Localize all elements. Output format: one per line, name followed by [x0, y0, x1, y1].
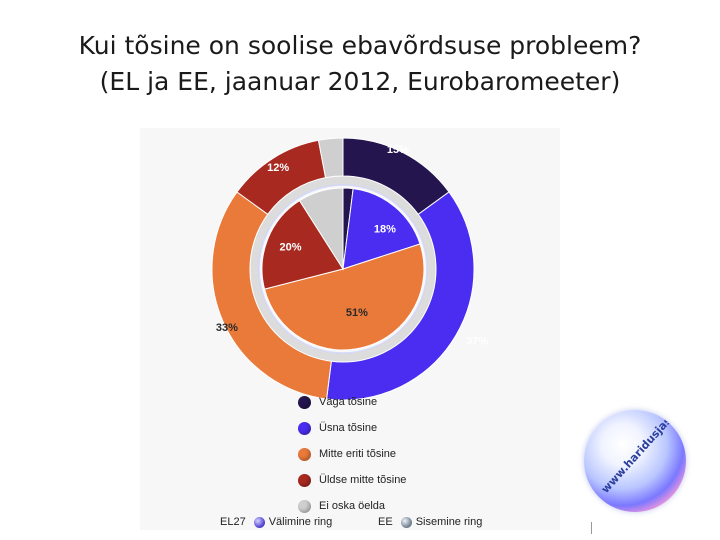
outer-ring-slice — [326, 191, 475, 401]
inner-ring-edge — [258, 184, 428, 354]
inner-ring-key-tag: EE — [378, 516, 393, 528]
outer-ring-ball-icon — [253, 516, 265, 528]
legend-item: Üsna tõsine — [298, 420, 377, 436]
data-label: 51% — [346, 307, 368, 319]
data-label: 15% — [387, 144, 409, 156]
outer-ring-key-tag: EL27 — [220, 516, 246, 528]
legend-item: Üldse mitte tõsine — [298, 472, 406, 488]
logo-text: www.haridusjasport.ee — [598, 410, 686, 496]
legend-label: Ei oska öelda — [319, 500, 386, 512]
inner-ring-slice — [298, 187, 344, 271]
outer-ring-slice — [317, 137, 344, 179]
inner-ring-key: EE Sisemine ring — [378, 514, 482, 530]
data-label: 37% — [466, 336, 488, 348]
inner-ring-ball-icon — [400, 516, 412, 528]
legend-swatch — [298, 395, 311, 409]
legend-swatch — [298, 421, 311, 435]
inner-ring-key-label: Sisemine ring — [415, 516, 483, 528]
legend-swatch — [298, 499, 311, 513]
data-label: 18% — [374, 223, 396, 235]
legend-item: Ei oska öelda — [298, 498, 385, 514]
text-cursor-mark — [591, 522, 592, 534]
title-line-2: (EL ja EE, jaanuar 2012, Eurobaromeeter) — [99, 67, 621, 96]
legend-label: Väga tõsine — [319, 396, 378, 408]
data-label: 20% — [279, 242, 301, 254]
data-label: 33% — [216, 322, 238, 334]
inner-ring-slice — [261, 199, 344, 290]
haridusjasport-logo: www.haridusjasport.ee — [584, 410, 686, 512]
ring-separator — [249, 175, 437, 363]
inner-ring-slice — [342, 188, 421, 270]
legend-item: Mitte eriti tõsine — [298, 446, 396, 462]
outer-ring-key: EL27 Välimine ring — [220, 514, 332, 530]
inner-ring-slice — [263, 243, 425, 351]
slide-title: Kui tõsine on soolise ebavõrdsuse proble… — [0, 28, 720, 100]
legend-item: Väga tõsine — [298, 394, 377, 410]
data-label: 12% — [267, 162, 289, 174]
legend-swatch — [298, 447, 311, 461]
outer-ring-slice — [211, 191, 332, 400]
legend-label: Üldse mitte tõsine — [319, 474, 407, 486]
legend-swatch — [298, 473, 311, 487]
legend-label: Mitte eriti tõsine — [319, 448, 397, 460]
legend-label: Üsna tõsine — [319, 422, 378, 434]
outer-ring-key-label: Välimine ring — [268, 516, 333, 528]
title-line-1: Kui tõsine on soolise ebavõrdsuse proble… — [78, 31, 642, 60]
